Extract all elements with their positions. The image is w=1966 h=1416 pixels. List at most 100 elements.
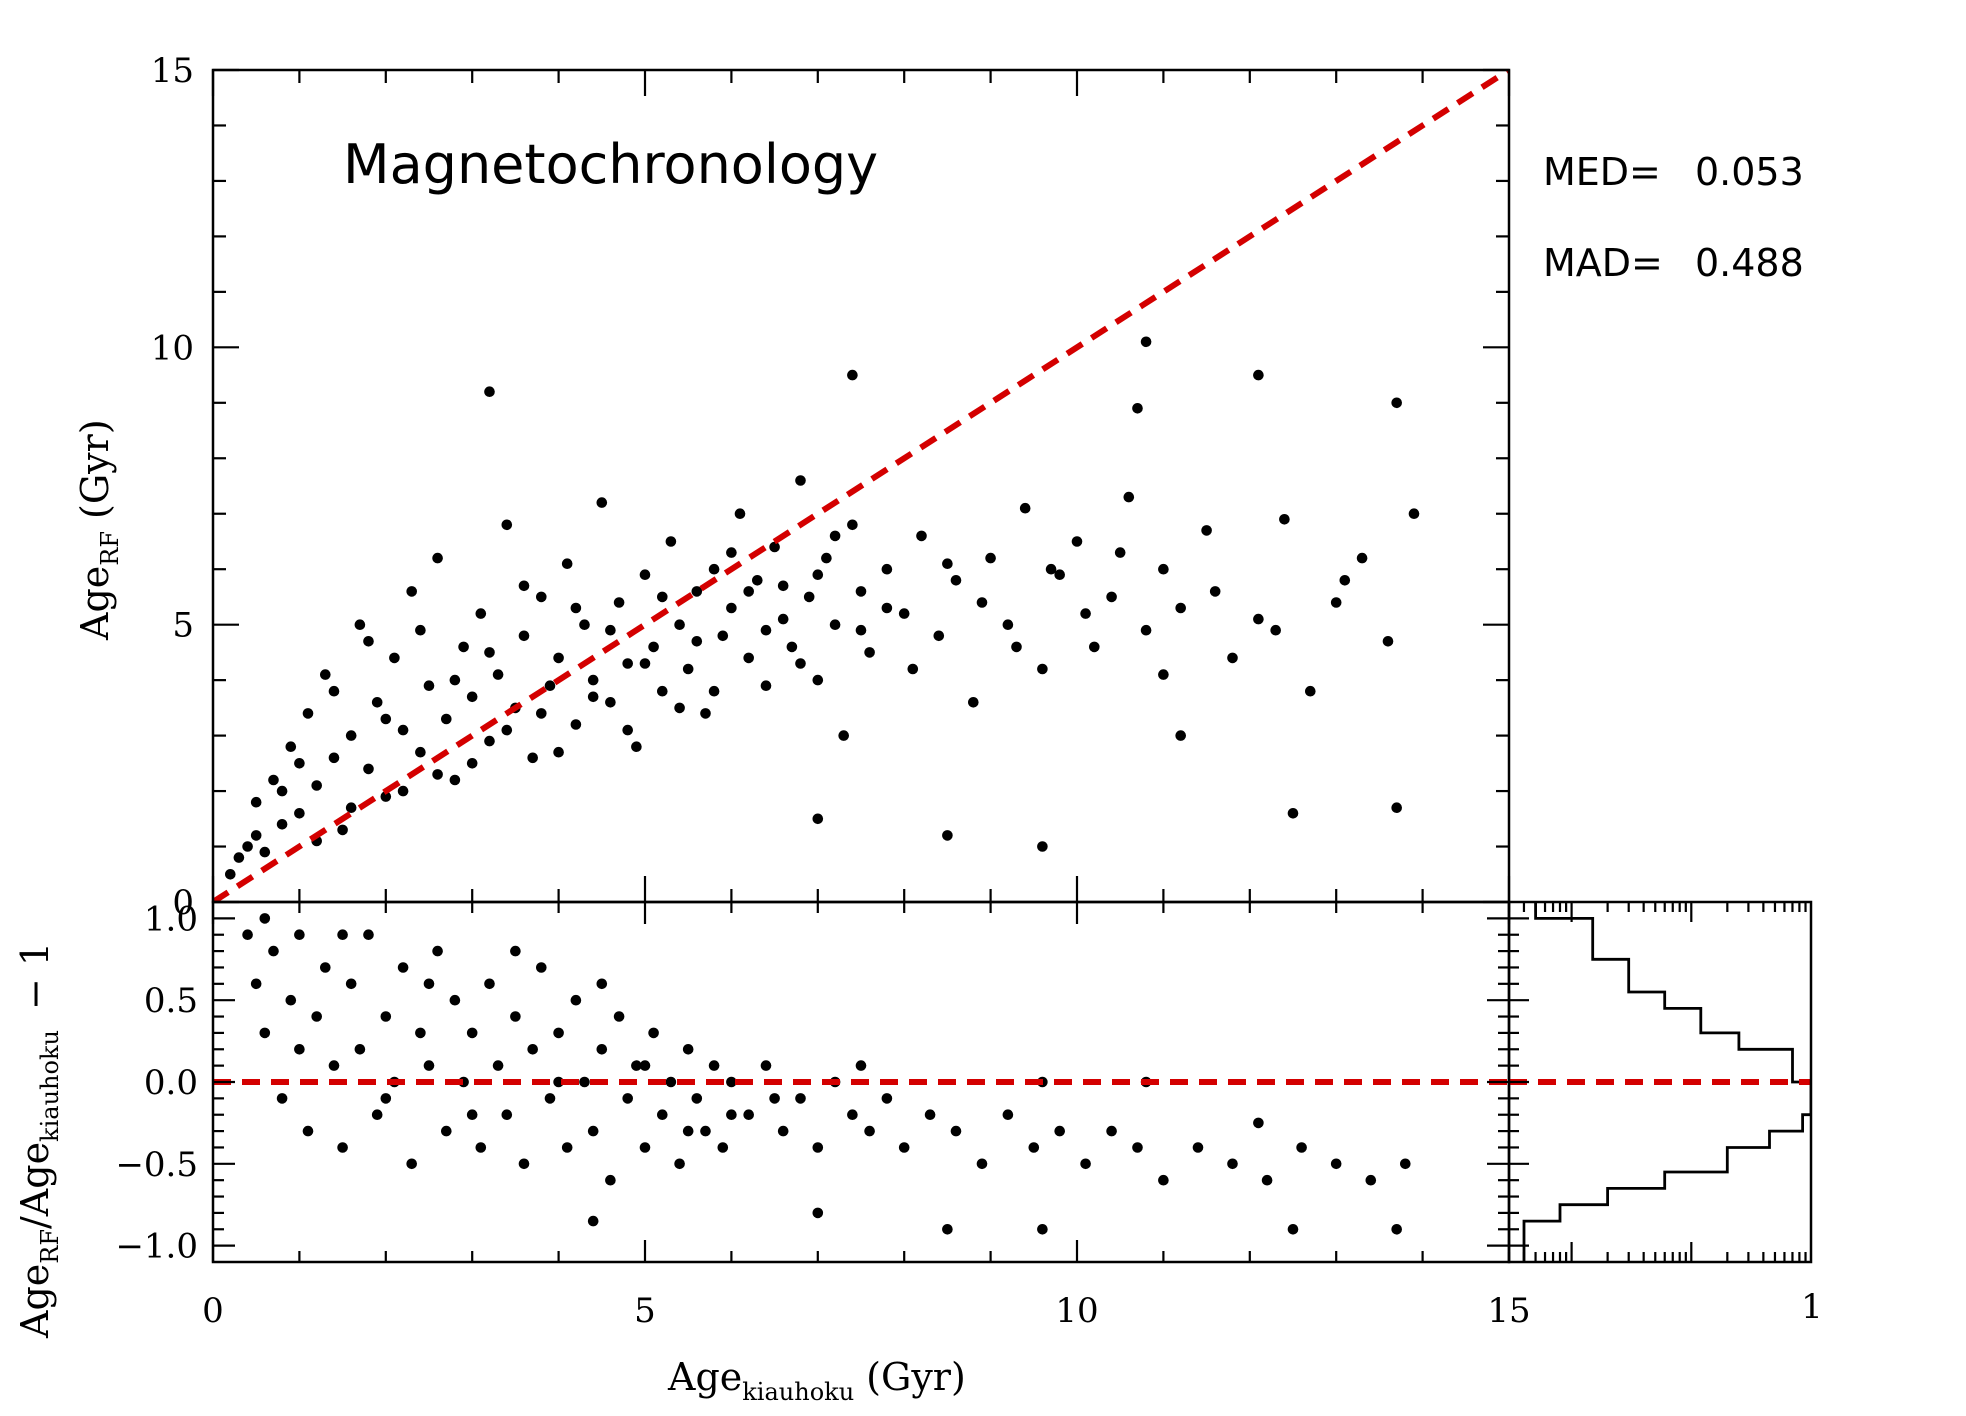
top-data-point bbox=[812, 569, 824, 580]
top-data-point bbox=[492, 669, 504, 680]
top-data-point bbox=[1132, 403, 1143, 414]
bottom-data-point bbox=[847, 1109, 858, 1120]
bottom-data-point bbox=[432, 945, 443, 957]
top-data-point bbox=[803, 591, 815, 603]
top-data-point bbox=[1045, 563, 1057, 575]
bottom-data-point bbox=[475, 1142, 487, 1153]
mad-label: MAD= bbox=[1543, 241, 1663, 285]
top-data-point bbox=[752, 575, 763, 586]
top-data-point bbox=[328, 685, 340, 697]
top-data-point bbox=[536, 591, 547, 603]
top-data-point bbox=[294, 758, 305, 769]
top-data-point bbox=[1140, 336, 1152, 348]
bottom-data-point bbox=[484, 978, 495, 990]
top-y-tick-label: 15 bbox=[151, 51, 194, 91]
top-data-point bbox=[691, 586, 703, 597]
top-data-point bbox=[242, 841, 253, 852]
bottom-data-point bbox=[726, 1076, 737, 1088]
bottom-data-point bbox=[337, 1142, 348, 1153]
top-data-point bbox=[397, 785, 409, 797]
top-data-point bbox=[881, 602, 893, 614]
top-data-point bbox=[1253, 369, 1264, 381]
bottom-data-point bbox=[570, 994, 582, 1006]
med-value: 0.053 bbox=[1695, 150, 1804, 194]
bottom-data-point bbox=[337, 929, 348, 940]
top-data-point bbox=[501, 724, 513, 736]
x-tick-label: 0 bbox=[202, 1291, 224, 1331]
bottom-data-point bbox=[760, 1060, 772, 1071]
top-data-point bbox=[518, 630, 530, 642]
top-data-point bbox=[294, 808, 305, 819]
top-data-point bbox=[622, 724, 633, 736]
bottom-data-point bbox=[518, 1158, 530, 1170]
top-data-point bbox=[337, 824, 348, 836]
bottom-data-point bbox=[898, 1142, 910, 1153]
top-data-point bbox=[743, 652, 754, 664]
top-data-point bbox=[916, 530, 927, 542]
bottom-data-point bbox=[380, 1093, 392, 1104]
bottom-data-point bbox=[942, 1224, 953, 1235]
top-data-point bbox=[276, 785, 288, 797]
top-data-point bbox=[1037, 841, 1048, 852]
top-data-point bbox=[553, 746, 564, 758]
top-data-point bbox=[527, 752, 538, 764]
top-data-point bbox=[518, 580, 530, 592]
bottom-data-point bbox=[492, 1060, 504, 1071]
x-axis-label: Agekiauhoku (Gyr) bbox=[667, 1355, 966, 1406]
top-data-point bbox=[639, 658, 651, 669]
top-data-point bbox=[777, 580, 789, 592]
top-data-point bbox=[484, 647, 495, 658]
top-data-point bbox=[1011, 641, 1022, 653]
top-data-point bbox=[363, 763, 374, 775]
bottom-data-point bbox=[397, 962, 409, 973]
top-data-point bbox=[397, 724, 409, 736]
bottom-data-point bbox=[1132, 1142, 1143, 1153]
top-data-point bbox=[631, 741, 642, 752]
bottom-data-point bbox=[536, 962, 547, 973]
top-data-point bbox=[812, 674, 824, 686]
top-data-point bbox=[1089, 641, 1100, 653]
bottom-data-point bbox=[441, 1125, 452, 1137]
top-data-point bbox=[864, 647, 875, 658]
bottom-data-point bbox=[328, 1060, 340, 1071]
top-data-point bbox=[302, 708, 314, 719]
bottom-data-point bbox=[415, 1027, 426, 1039]
top-data-point bbox=[760, 680, 772, 691]
top-data-point bbox=[561, 558, 573, 569]
top-data-point bbox=[777, 613, 789, 625]
top-data-point bbox=[415, 624, 426, 636]
top-data-point bbox=[1080, 608, 1091, 619]
bottom-data-point bbox=[1192, 1142, 1204, 1153]
x-tick-label: 5 bbox=[634, 1291, 656, 1331]
top-data-point bbox=[501, 519, 513, 531]
bottom-data-point bbox=[1002, 1109, 1014, 1120]
bottom-data-point bbox=[795, 1093, 806, 1104]
bottom-data-point bbox=[380, 1011, 392, 1022]
bottom-data-point bbox=[1227, 1158, 1238, 1170]
top-data-point bbox=[225, 869, 236, 880]
top-data-point bbox=[700, 708, 711, 719]
top-data-point bbox=[1071, 536, 1083, 547]
bottom-data-point bbox=[466, 1109, 478, 1120]
bottom-data-point bbox=[285, 994, 297, 1006]
top-data-point bbox=[380, 713, 392, 725]
top-data-point bbox=[1408, 508, 1420, 519]
bottom-data-point bbox=[1106, 1125, 1117, 1137]
top-data-point bbox=[674, 619, 685, 630]
top-data-point bbox=[570, 602, 582, 614]
top-data-point bbox=[838, 730, 849, 741]
bottom-data-point bbox=[855, 1060, 867, 1071]
top-data-point bbox=[441, 713, 452, 725]
top-data-point bbox=[1330, 597, 1342, 608]
bottom-data-point bbox=[1400, 1158, 1411, 1170]
bottom-data-point bbox=[596, 1044, 608, 1055]
top-y-axis-label: AgeRF(Gyr) bbox=[73, 419, 124, 641]
top-data-point bbox=[1270, 624, 1281, 636]
bottom-data-point bbox=[579, 1076, 590, 1088]
top-data-point bbox=[250, 796, 262, 808]
bottom-data-point bbox=[777, 1125, 789, 1137]
top-scatter-points bbox=[225, 336, 1420, 880]
top-data-point bbox=[432, 552, 443, 564]
top-data-point bbox=[726, 547, 737, 558]
